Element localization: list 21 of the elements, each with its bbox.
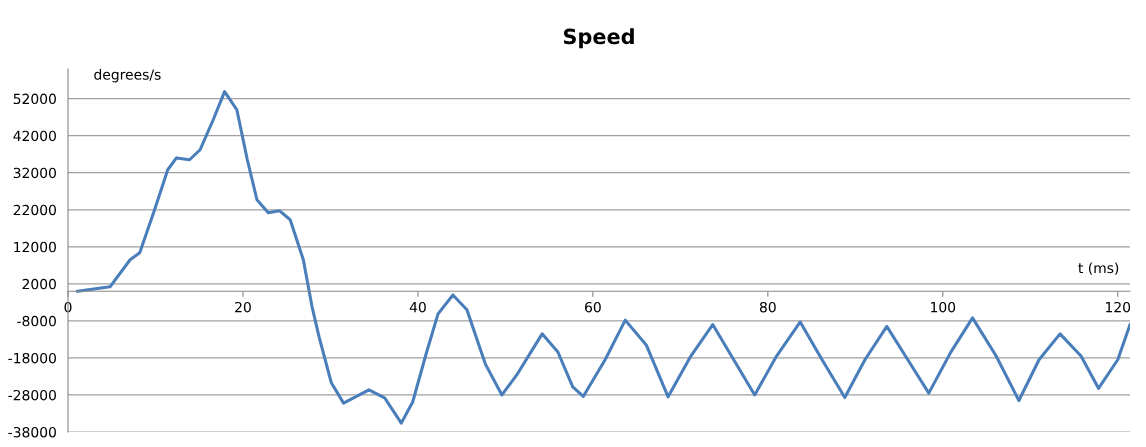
y-tick-label: -18000: [8, 352, 56, 364]
x-tick-label: 20: [235, 301, 251, 313]
x-tick-label: 0: [64, 301, 72, 313]
y-tick-label: -8000: [17, 315, 56, 327]
y-tick-label: 42000: [13, 130, 56, 142]
y-tick-label: -38000: [8, 426, 56, 438]
x-tick-label: 120: [1106, 301, 1131, 313]
x-tick-label: 60: [585, 301, 601, 313]
y-tick-label: 32000: [13, 167, 56, 179]
chart-title: Speed: [563, 28, 634, 49]
y-tick-label: 12000: [14, 241, 56, 253]
x-tick-label: 100: [931, 301, 956, 313]
y-tick-label: 52000: [13, 93, 56, 105]
line-series: [76, 90, 1130, 425]
y-tick-label: 22000: [13, 204, 56, 216]
x-tick-label: 40: [409, 301, 426, 313]
y-tick-label: 2000: [22, 278, 56, 290]
y-axis-title: degrees/s: [94, 69, 161, 83]
x-tick-label: 80: [759, 301, 776, 313]
y-tick-label: -28000: [8, 389, 56, 401]
x-axis-title: t (ms): [1078, 262, 1119, 275]
